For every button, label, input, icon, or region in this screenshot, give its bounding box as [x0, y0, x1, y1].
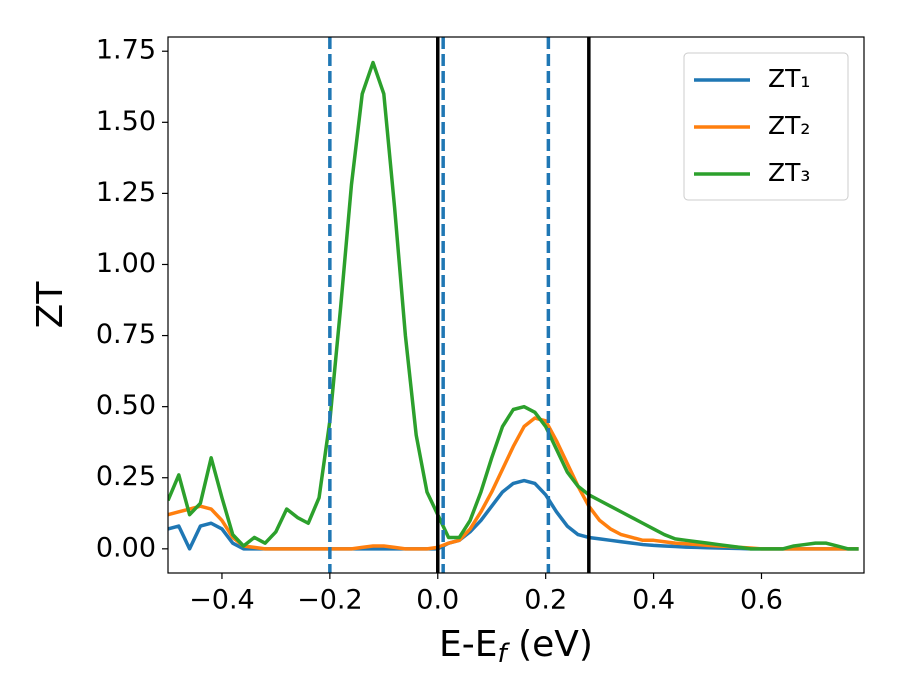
x-tick-label: 0.0 — [416, 585, 459, 616]
x-axis-label: E-Ef (eV) — [439, 624, 593, 669]
legend-label: ZT₂ — [768, 111, 810, 140]
x-label-unit: (eV) — [507, 624, 593, 665]
y-tick-label: 0.00 — [96, 532, 156, 563]
y-tick-label: 1.50 — [96, 106, 156, 137]
y-tick-label: 1.00 — [96, 248, 156, 279]
legend-label: ZT₃ — [768, 158, 810, 187]
x-tick-label: 0.2 — [524, 585, 567, 616]
y-tick-label: 0.50 — [96, 390, 156, 421]
legend-label: ZT₁ — [768, 64, 810, 93]
x-tick-label: −0.4 — [189, 585, 255, 616]
y-tick-label: 0.25 — [96, 461, 156, 492]
plot-frame — [167, 36, 865, 574]
x-label-main: E-E — [439, 624, 497, 665]
y-tick-label: 1.25 — [96, 177, 156, 208]
y-tick-label: 0.75 — [96, 319, 156, 350]
series-line — [168, 60, 859, 551]
y-axis-label: ZT — [30, 281, 71, 329]
x-tick-label: 0.4 — [632, 585, 675, 616]
legend-box — [683, 52, 849, 201]
x-tick-label: −0.2 — [297, 585, 363, 616]
y-tick-label: 1.75 — [96, 35, 156, 66]
x-tick-label: 0.6 — [740, 585, 783, 616]
